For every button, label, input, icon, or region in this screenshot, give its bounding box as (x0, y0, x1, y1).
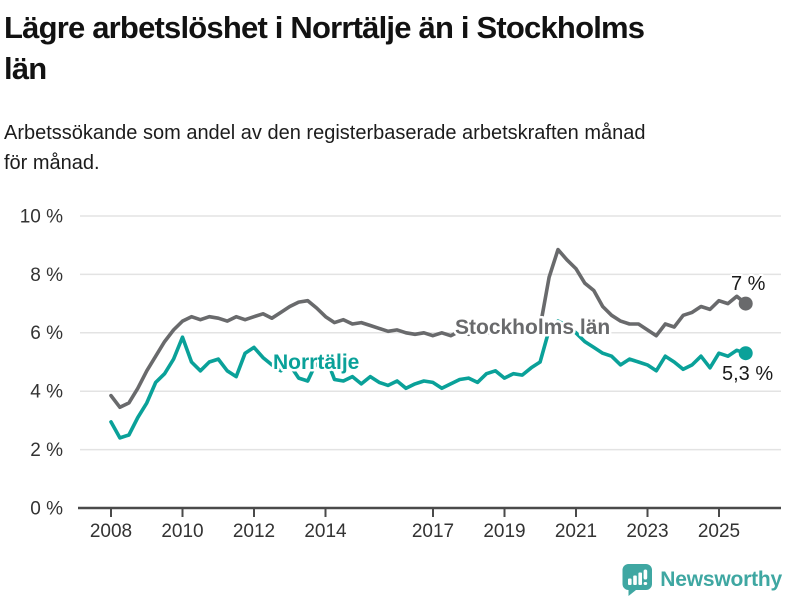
x-tick-label: 2012 (233, 521, 275, 542)
x-tick-label: 2017 (412, 521, 454, 542)
title-line-1: Lägre arbetslöshet i Norrtälje än i Stoc… (4, 10, 645, 45)
y-tick-label: 4 % (30, 382, 63, 403)
unemployment-line-chart: 0 % 2 % 4 % 6 % 8 % 10 % 2008 2010 2012 (20, 207, 781, 542)
x-tick-label: 2019 (483, 521, 525, 542)
x-tick-label: 2008 (90, 521, 132, 542)
series-label-norrtalje: Norrtälje (273, 351, 359, 374)
y-axis: 0 % 2 % 4 % 6 % 8 % 10 % (20, 207, 63, 520)
y-tick-label: 8 % (30, 265, 63, 286)
brand-name: Newsworthy (660, 568, 782, 591)
x-tick-label: 2021 (555, 521, 597, 542)
norrtalje-end-dot (738, 346, 753, 361)
x-tick-label: 2014 (304, 521, 347, 542)
chart-subtitle: Arbetssökande som andel av den registerb… (4, 118, 796, 178)
end-value-label-norrtalje: 5,3 % (722, 363, 773, 385)
subtitle-line-1: Arbetssökande som andel av den registerb… (4, 122, 646, 144)
norrtalje-line (109, 319, 748, 440)
stockholms-lan-line (109, 247, 748, 410)
series-label-stockholms-lan: Stockholms län (455, 316, 610, 339)
end-value-label-stockholms-lan: 7 % (731, 273, 766, 295)
x-tick-label: 2025 (698, 521, 740, 542)
y-tick-label: 6 % (30, 323, 63, 344)
x-tick-label: 2023 (626, 521, 668, 542)
newsworthy-bubble-chart-icon (622, 564, 653, 596)
x-tick-label: 2010 (161, 521, 203, 542)
y-tick-label: 10 % (20, 207, 63, 228)
y-tick-label: 0 % (30, 499, 63, 520)
x-axis: 2008 2010 2012 2014 2017 2019 2021 2023 … (78, 506, 781, 542)
title-line-2: län (4, 50, 47, 86)
y-tick-label: 2 % (30, 440, 63, 461)
series-layer (109, 247, 753, 440)
gridlines (80, 215, 781, 451)
page-title: Lägre arbetslöshet i Norrtälje än i Stoc… (4, 8, 796, 90)
newsworthy-logo[interactable]: Newsworthy (621, 563, 782, 597)
subtitle-line-2: för månad. (4, 152, 100, 174)
stockholms-lan-end-dot (738, 296, 753, 311)
